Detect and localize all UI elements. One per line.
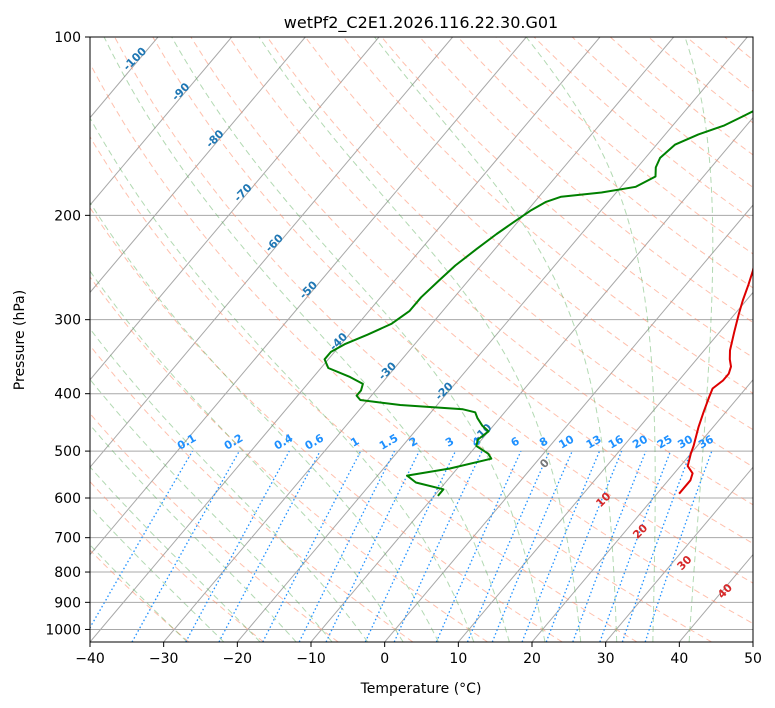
y-tick-label: 400 <box>54 387 81 403</box>
mixing-ratio-line <box>521 450 601 642</box>
mixing-ratio-line <box>621 450 692 642</box>
y-tick-label: 1000 <box>45 622 81 638</box>
isotherm-line <box>531 379 753 642</box>
moist-adiabat-line <box>525 37 656 642</box>
y-axis-ticks: 100 200 300 400 500 600 700 800 900 1000 <box>45 30 90 638</box>
x-axis-title: Temperature (°C) <box>360 681 482 697</box>
temperature-profile-line <box>678 265 753 495</box>
isotherm-line <box>384 204 753 642</box>
x-tick-label: 30 <box>597 651 615 667</box>
moist-adiabat-line <box>171 37 546 642</box>
isotherm-line <box>90 37 601 642</box>
x-tick-label: 20 <box>523 651 541 667</box>
isotherm-line <box>163 37 675 642</box>
dry-adiabat-line <box>90 206 563 642</box>
x-tick-label: 10 <box>449 651 467 667</box>
isotherm-line <box>90 37 454 468</box>
x-tick-label: 0 <box>380 651 389 667</box>
dry-adiabat-line <box>90 276 488 642</box>
x-tick-label: 40 <box>670 651 688 667</box>
x-axis-ticks: −40 −30 −20 −10 0 10 20 30 40 50 <box>75 642 762 667</box>
dry-adiabat-line <box>90 344 414 642</box>
mixing-ratio-line <box>545 450 623 642</box>
mixing-ratio-line <box>599 450 672 642</box>
y-tick-label: 900 <box>54 595 81 611</box>
x-tick-label: −40 <box>75 651 105 667</box>
isotherm-line <box>236 37 748 642</box>
moist-adiabat-line <box>90 378 333 642</box>
y-tick-label: 100 <box>54 30 81 46</box>
dry-adiabat-line <box>90 549 190 642</box>
mixing-ratio-line <box>185 450 290 642</box>
dry-adiabat-line <box>190 37 753 545</box>
y-tick-label: 200 <box>54 208 81 224</box>
isotherm-line <box>90 37 380 381</box>
moist-adiabat-line <box>90 116 475 642</box>
x-tick-label: −30 <box>149 651 179 667</box>
mixing-ratio-line <box>298 450 396 642</box>
isotherm-line <box>90 37 233 206</box>
mixing-ratio-line <box>491 450 573 642</box>
mixing-ratio-line <box>644 450 713 642</box>
isotherm-line <box>90 37 306 294</box>
dry-adiabat-line <box>90 135 638 642</box>
dry-adiabat-line <box>228 37 753 506</box>
background-lines <box>90 37 753 642</box>
isotherm-line <box>90 37 527 556</box>
mixing-ratio-line <box>325 450 420 642</box>
chart-title: wetPf2_C2E1.2026.116.22.30.G01 <box>284 13 558 33</box>
dewpoint-profile-line <box>323 110 753 497</box>
profile-lines <box>323 110 753 497</box>
dry-adiabat-line <box>266 37 753 468</box>
y-tick-label: 800 <box>54 565 81 581</box>
mixing-ratio-line <box>435 450 522 642</box>
dry-adiabat-line <box>152 37 753 584</box>
y-tick-label: 500 <box>54 444 81 460</box>
moist-adiabat-line <box>684 37 714 642</box>
moist-adiabat-line <box>90 544 188 642</box>
isotherm-line <box>457 291 753 642</box>
y-tick-label: 300 <box>54 313 81 329</box>
y-tick-label: 700 <box>54 531 81 547</box>
y-axis-title: Pressure (hPa) <box>12 290 28 390</box>
mixing-ratio-line <box>466 450 551 642</box>
dry-adiabat-line <box>457 37 753 289</box>
plot-frame <box>89 36 754 643</box>
dry-adiabat-line <box>90 480 264 642</box>
moist-adiabat-line <box>90 270 404 642</box>
isotherm-line <box>605 466 753 642</box>
mixing-ratio-line <box>572 450 647 642</box>
mixing-ratio-line <box>131 450 240 642</box>
dry-adiabat-line <box>419 37 753 324</box>
dry-adiabat-line <box>114 37 753 625</box>
moist-adiabat-line <box>90 328 369 642</box>
mixing-ratio-line <box>218 450 321 642</box>
moist-adiabat-line <box>103 37 510 642</box>
x-tick-label: −10 <box>296 651 326 667</box>
x-tick-label: 50 <box>744 651 762 667</box>
dry-adiabat-line <box>90 62 712 642</box>
y-tick-label: 600 <box>54 491 81 507</box>
moist-adiabat-line <box>258 37 582 642</box>
x-tick-label: −20 <box>223 651 253 667</box>
